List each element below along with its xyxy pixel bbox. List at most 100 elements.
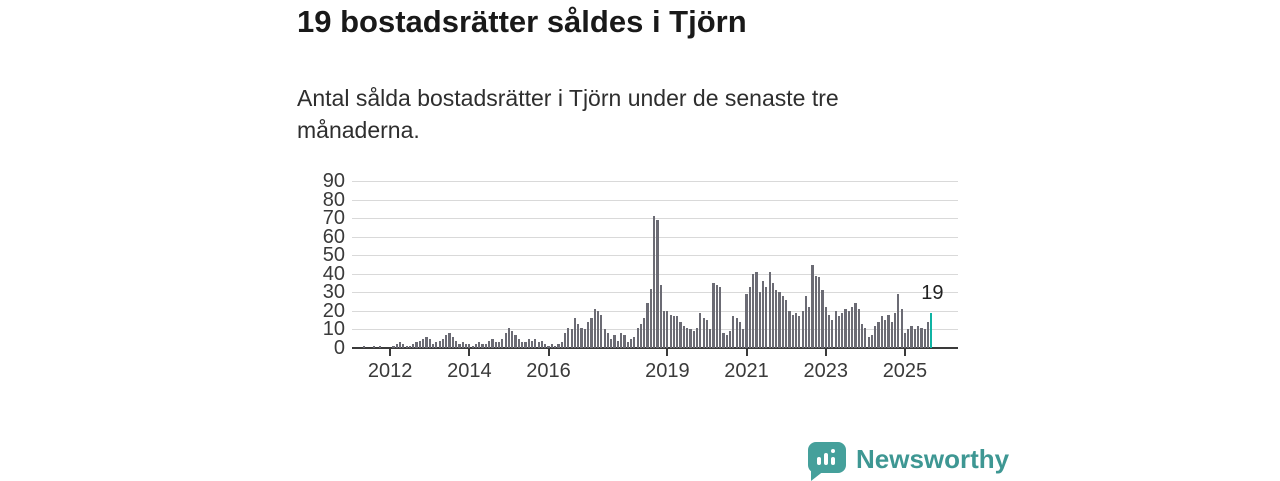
bar <box>560 342 563 348</box>
bar <box>917 325 920 348</box>
bar <box>629 338 633 348</box>
bar <box>580 327 583 348</box>
bar <box>521 342 524 348</box>
bar <box>854 303 857 348</box>
bar <box>412 344 415 348</box>
bar <box>656 219 659 348</box>
bar <box>646 303 649 348</box>
speech-bubble-tail <box>811 470 825 481</box>
bar <box>593 309 596 348</box>
bar <box>771 283 775 348</box>
bar <box>778 292 781 348</box>
bar <box>524 342 527 348</box>
bar <box>824 307 827 348</box>
bar <box>745 294 748 348</box>
bar <box>699 312 702 348</box>
bar <box>742 329 745 348</box>
bar <box>504 333 507 348</box>
bar <box>834 310 837 348</box>
bar <box>880 316 883 348</box>
bar <box>841 312 844 348</box>
bar <box>695 327 699 348</box>
x-tick-label: 2021 <box>724 360 769 382</box>
latest-value-annotation: 19 <box>921 281 944 304</box>
bar <box>600 314 603 348</box>
bar <box>537 342 540 348</box>
bar <box>603 329 606 348</box>
bar <box>738 322 742 348</box>
bar <box>910 325 913 348</box>
bar <box>686 327 689 348</box>
y-tick-label: 20 <box>322 299 345 322</box>
bar <box>870 335 874 348</box>
x-tick-label: 2019 <box>645 360 690 382</box>
bar <box>897 294 900 348</box>
highlighted-bar-latest <box>930 312 933 348</box>
x-tick-label: 2025 <box>882 360 928 382</box>
bar <box>530 340 534 348</box>
bar <box>702 318 705 348</box>
bar <box>435 342 438 348</box>
y-tick-label: 80 <box>322 188 345 211</box>
bar <box>567 327 570 348</box>
bar <box>471 346 474 348</box>
bar <box>511 331 514 348</box>
bar <box>791 314 794 348</box>
bar <box>583 329 586 348</box>
bar <box>851 307 854 348</box>
bar <box>626 342 629 348</box>
x-tick-label: 2023 <box>803 360 849 382</box>
y-tick-label: 0 <box>333 337 345 359</box>
bar <box>620 333 623 348</box>
x-tick-mark <box>666 349 669 356</box>
bar <box>732 316 735 348</box>
bar <box>857 309 860 348</box>
bar <box>501 338 504 348</box>
bar <box>818 277 821 348</box>
bar <box>831 320 834 348</box>
bar <box>484 344 487 348</box>
bar <box>478 342 481 348</box>
bar <box>923 329 926 348</box>
bar <box>864 327 867 348</box>
page-title: 19 bostadsrätter såldes i Tjörn <box>297 4 747 39</box>
bar <box>662 310 666 348</box>
bar <box>785 299 788 348</box>
bar <box>422 338 425 348</box>
bar <box>920 327 923 348</box>
y-tick-label: 30 <box>322 281 345 304</box>
bar <box>712 283 715 348</box>
bar <box>408 346 412 348</box>
bar <box>474 344 478 348</box>
bar <box>534 338 537 348</box>
bar <box>844 309 847 348</box>
bar <box>458 344 461 348</box>
bar <box>679 322 682 348</box>
bar <box>372 346 375 348</box>
x-tick-mark <box>389 349 392 356</box>
x-axis-line <box>352 347 958 349</box>
bar <box>639 323 643 348</box>
bar <box>468 344 471 348</box>
bar <box>692 331 695 348</box>
bar <box>748 286 751 348</box>
bar <box>464 344 468 348</box>
bar <box>682 325 685 348</box>
bar <box>765 286 768 348</box>
bar <box>415 342 418 348</box>
bar <box>557 344 560 348</box>
y-tick-label: 90 <box>322 170 345 192</box>
bar <box>497 342 501 348</box>
bar <box>573 318 577 348</box>
bar <box>547 346 550 348</box>
bar <box>794 312 798 348</box>
y-tick-label: 50 <box>322 244 345 267</box>
bar <box>405 346 408 348</box>
bar <box>893 312 897 348</box>
bar <box>781 296 784 348</box>
bar <box>402 344 405 348</box>
bar <box>425 336 428 348</box>
bar <box>563 333 567 348</box>
bar <box>527 338 530 348</box>
bar <box>907 329 910 348</box>
